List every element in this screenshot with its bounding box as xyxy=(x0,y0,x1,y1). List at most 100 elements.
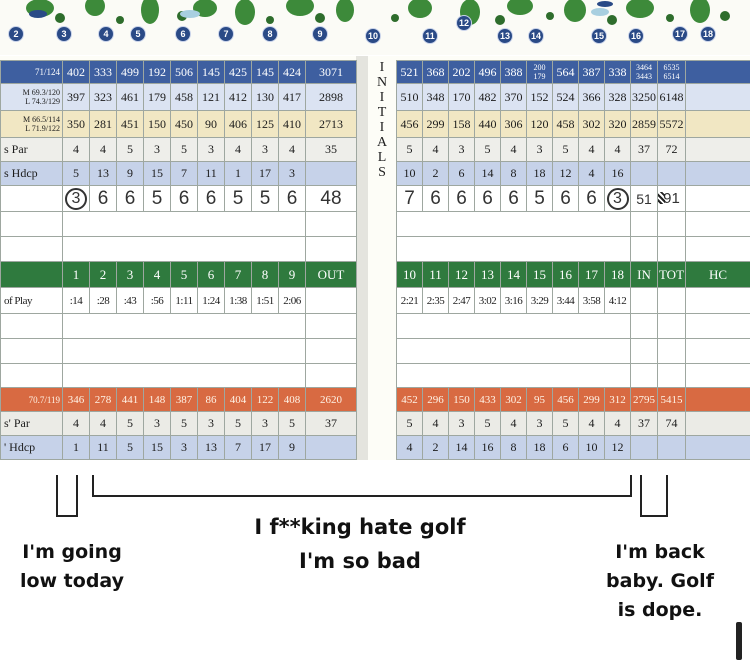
empty-row xyxy=(0,236,357,262)
empty-cell[interactable] xyxy=(0,313,63,339)
table-cell: 5 xyxy=(224,411,252,436)
score-cell[interactable]: 6 xyxy=(170,185,198,212)
table-cell: 3464 3443 xyxy=(630,60,658,84)
score-cell[interactable]: 6 xyxy=(552,185,579,212)
empty-row xyxy=(396,211,750,237)
table-cell: 302 xyxy=(500,387,527,412)
score-cell[interactable]: 5 xyxy=(224,185,252,212)
table-cell: 410 xyxy=(278,110,306,138)
empty-cell[interactable] xyxy=(0,211,63,237)
table-cell: 13 xyxy=(474,261,501,288)
score-cell[interactable]: 6 xyxy=(422,185,449,212)
score-cell[interactable]: 7 xyxy=(396,185,423,212)
right-bracket xyxy=(640,475,668,517)
table-cell: 3:58 xyxy=(578,287,605,314)
table-cell: 348 xyxy=(422,83,449,111)
table-cell: 8 xyxy=(251,261,279,288)
table-cell: 368 xyxy=(422,60,449,84)
score-cell[interactable]: 5 xyxy=(143,185,171,212)
left-bracket xyxy=(56,475,78,517)
hole-marker: 6 xyxy=(175,26,191,42)
empty-cell[interactable] xyxy=(0,338,63,364)
score-cell[interactable]: 6 xyxy=(500,185,527,212)
score-cell[interactable]: 5 xyxy=(251,185,279,212)
circled-score: 3 xyxy=(65,188,87,210)
score-cell[interactable]: 3 xyxy=(62,185,90,212)
score-row: 3 6 6 5 6 6 5 5 6 48 xyxy=(0,185,357,212)
table-cell: 451 xyxy=(116,110,144,138)
table-cell: HC xyxy=(685,261,750,288)
score-cell[interactable]: 91 xyxy=(657,185,686,212)
table-cell: 350 xyxy=(62,110,90,138)
empty-cell[interactable] xyxy=(396,363,631,388)
score-cell[interactable]: 5 xyxy=(526,185,553,212)
empty-cell[interactable] xyxy=(0,363,63,388)
table-cell: 8 xyxy=(500,435,527,460)
table-cell: 10 xyxy=(396,261,423,288)
empty-cell[interactable] xyxy=(396,313,631,339)
table-cell: 5415 xyxy=(657,387,686,412)
table-cell: 1 xyxy=(62,261,90,288)
score-cell[interactable]: 6 xyxy=(116,185,144,212)
table-cell: 456 xyxy=(552,387,579,412)
table-cell: 3 xyxy=(448,411,475,436)
table-cell: 338 xyxy=(604,60,631,84)
empty-cell xyxy=(685,161,750,186)
table-cell: 7 xyxy=(224,261,252,288)
hole-marker: 16 xyxy=(628,28,644,44)
empty-cell[interactable] xyxy=(396,211,631,237)
player-name-cell[interactable] xyxy=(0,185,63,212)
score-cell[interactable]: 6 xyxy=(578,185,605,212)
table-cell: 296 xyxy=(422,387,449,412)
table-cell: 3 xyxy=(143,137,171,162)
table-cell: 121 xyxy=(197,83,225,111)
table-cell: 408 xyxy=(278,387,306,412)
table-cell: 2 xyxy=(89,261,117,288)
table-cell: 200 179 xyxy=(526,60,553,84)
hole-marker: 13 xyxy=(497,28,513,44)
empty-cell xyxy=(685,110,750,138)
score-cell[interactable]: 51 xyxy=(630,185,658,212)
table-cell: 7 xyxy=(224,435,252,460)
table-cell: 9 xyxy=(116,161,144,186)
score-row: 7 6 6 6 6 5 6 6 3 51 91 xyxy=(396,185,750,212)
hole-marker: 10 xyxy=(365,28,381,44)
score-cell[interactable]: 6 xyxy=(197,185,225,212)
hole-marker: 3 xyxy=(56,26,72,42)
empty-cell[interactable] xyxy=(396,338,631,364)
empty-cell[interactable] xyxy=(396,236,631,262)
table-cell: 11 xyxy=(197,161,225,186)
table-cell: 145 xyxy=(197,60,225,84)
table-cell: 346 xyxy=(62,387,90,412)
table-cell: 2:06 xyxy=(278,287,306,314)
score-cell[interactable]: 3 xyxy=(604,185,631,212)
table-cell: 5 xyxy=(116,435,144,460)
table-row: s Par 4 4 5 3 5 3 4 3 4 35 xyxy=(0,137,357,162)
table-cell: 5 xyxy=(552,137,579,162)
table-cell: 37 xyxy=(630,137,658,162)
table-cell: 122 xyxy=(251,387,279,412)
table-row: 452 296 150 433 302 95 456 299 312 2795 5415 xyxy=(396,387,750,412)
table-cell: 179 xyxy=(143,83,171,111)
empty-row xyxy=(396,363,750,388)
table-cell xyxy=(657,287,686,314)
table-cell: 18 xyxy=(526,435,553,460)
table-cell: 4 xyxy=(578,161,605,186)
scroll-indicator xyxy=(736,622,742,660)
score-cell[interactable]: 6 xyxy=(474,185,501,212)
score-cell[interactable]: 6 xyxy=(448,185,475,212)
score-cell[interactable]: 6 xyxy=(278,185,306,212)
empty-cell[interactable] xyxy=(0,236,63,262)
score-cell[interactable]: 6 xyxy=(89,185,117,212)
table-cell: 2 xyxy=(422,161,449,186)
middle-caption: I f**king hate golf I'm so bad xyxy=(210,510,510,578)
scorecard-fold xyxy=(356,56,368,460)
row-label xyxy=(0,261,63,288)
hole-marker: 7 xyxy=(218,26,234,42)
table-cell: 145 xyxy=(251,60,279,84)
score-cell[interactable]: 48 xyxy=(305,185,357,212)
right-caption-line: baby. Golf xyxy=(606,570,714,592)
table-cell: 4 xyxy=(500,137,527,162)
